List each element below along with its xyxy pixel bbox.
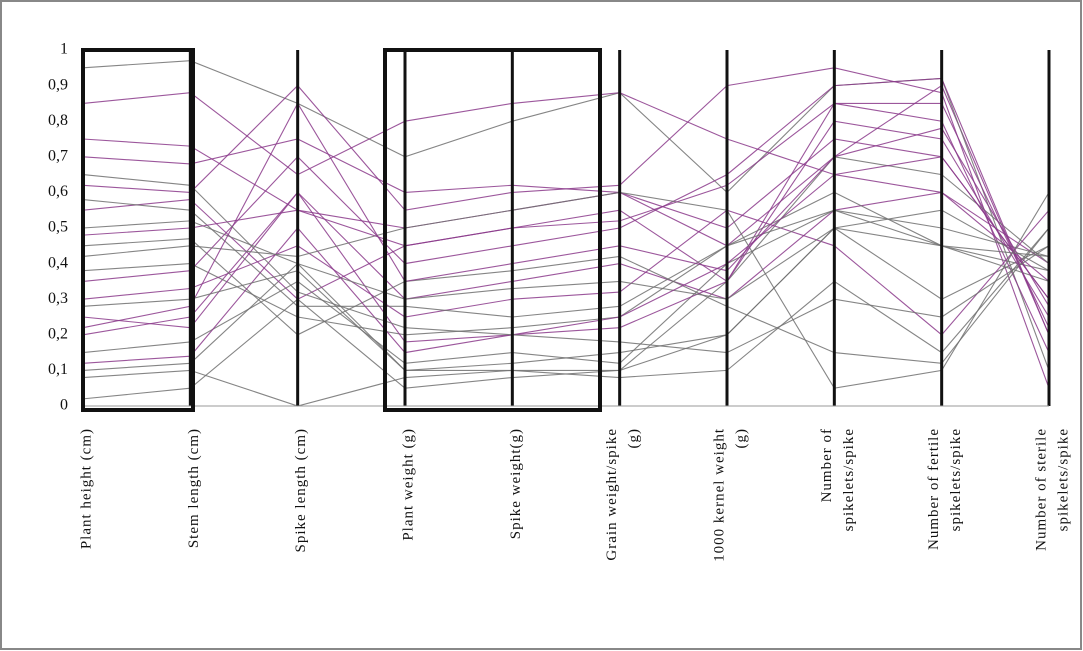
axis-label: Grain weight/spike [604, 428, 620, 561]
axis-label: 1000 kernel weight [711, 428, 727, 562]
series-line [82, 77, 1050, 336]
y-tick-label: 0,7 [48, 147, 68, 164]
series-line [82, 102, 1050, 353]
axis-label: Spike weight(g) [508, 428, 524, 539]
series-line [82, 92, 1050, 282]
axis-label: (g) [626, 428, 642, 449]
y-tick-label: 1 [60, 41, 68, 58]
series-line [82, 227, 1050, 407]
y-tick-label: 0 [60, 397, 68, 414]
y-tick-label: 0,6 [48, 183, 68, 200]
series-line [82, 209, 1050, 336]
axis-label: spikelets/spike [948, 428, 964, 531]
axis-label: Spike length (cm) [293, 428, 309, 552]
axis-label: spikelets/spike [1055, 428, 1071, 531]
y-tick-label: 0,4 [48, 254, 68, 271]
series-line [82, 209, 1050, 300]
y-tick-label: 0,9 [48, 76, 68, 93]
series-line [82, 227, 1050, 371]
axis-label: Number of fertile [926, 428, 942, 550]
highlight-box [81, 48, 195, 412]
axis-label: (g) [733, 428, 749, 449]
series-line [82, 138, 1050, 300]
axis-label: Plant height (cm) [78, 428, 94, 549]
series-line [82, 174, 1050, 354]
series-line [82, 227, 1050, 364]
y-tick-label: 0,1 [48, 361, 68, 378]
series-line [82, 191, 1050, 336]
axis-label: Number of [819, 428, 835, 502]
series-line [82, 198, 1050, 318]
y-tick-label: 0,5 [48, 219, 68, 236]
axis-label: Number of sterile [1033, 428, 1049, 551]
highlight-box [383, 48, 602, 412]
series-line [82, 156, 1050, 364]
axis-label: spikelets/spike [841, 428, 857, 531]
series-line [82, 120, 1050, 343]
y-tick-label: 0,3 [48, 290, 68, 307]
y-tick-label: 0,2 [48, 325, 68, 342]
axis-label: Stem length (cm) [186, 428, 202, 548]
axis-label: Plant weight (g) [400, 428, 416, 541]
series-line [82, 191, 1050, 389]
y-tick-label: 0,8 [48, 112, 68, 129]
series-line [82, 102, 1050, 329]
series-line [82, 102, 1050, 328]
